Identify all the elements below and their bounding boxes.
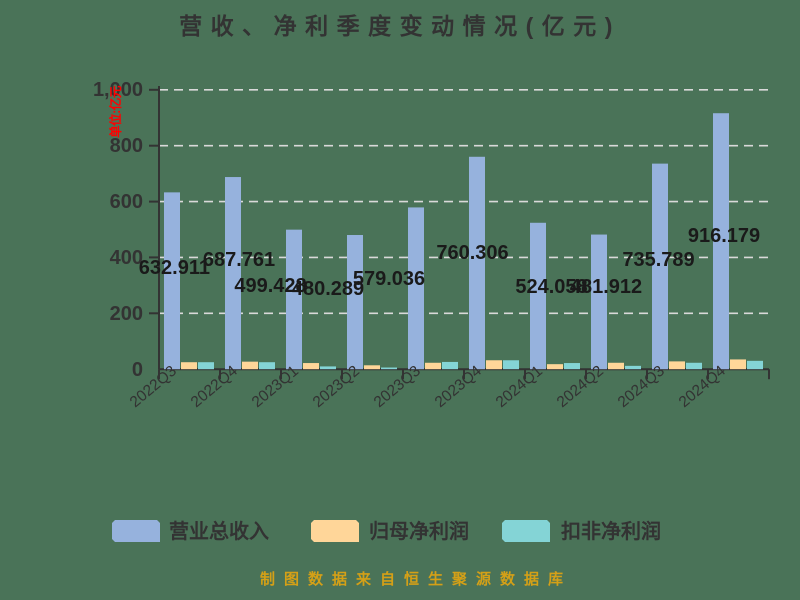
svg-text:600: 600 [110,191,143,213]
svg-text:200: 200 [110,303,143,325]
svg-text:916.179: 916.179 [688,225,760,247]
svg-text:营业总收入: 营业总收入 [169,519,269,543]
svg-text:营收、净利季度变动情况(亿元): 营收、净利季度变动情况(亿元) [179,13,621,39]
svg-text:687.761: 687.761 [203,249,275,271]
svg-text:制图数据来自恒生聚源数据库: 制图数据来自恒生聚源数据库 [260,570,572,588]
svg-text:0: 0 [132,359,143,381]
svg-text:632.911: 632.911 [139,257,210,279]
svg-text:735.789: 735.789 [622,249,694,271]
svg-text:760.306: 760.306 [436,242,508,264]
svg-text:归母净利润: 归母净利润 [369,519,469,543]
svg-text:单位:亿元: 单位:亿元 [108,85,123,138]
svg-text:481.912: 481.912 [570,276,642,298]
svg-text:579.036: 579.036 [353,268,425,290]
svg-text:扣非净利润: 扣非净利润 [561,519,661,543]
